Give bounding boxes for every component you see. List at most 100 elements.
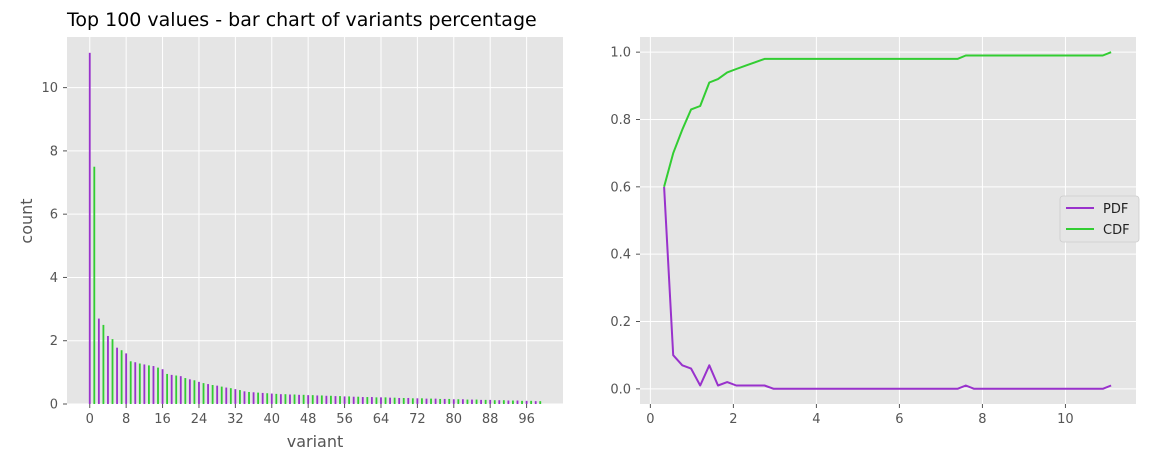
bar [534, 401, 537, 404]
y-tick-label: 0.8 [610, 113, 631, 128]
bar [211, 385, 214, 404]
line-chart-grid [640, 37, 1136, 404]
bar [147, 365, 150, 404]
bar [361, 397, 364, 404]
bar [425, 398, 428, 404]
bar [475, 399, 478, 404]
bar [229, 388, 232, 404]
y-tick-label: 2 [50, 334, 58, 349]
bar [375, 397, 378, 404]
bar [357, 396, 360, 404]
x-tick-label: 24 [191, 412, 208, 427]
bar [198, 381, 200, 404]
bar [97, 318, 100, 404]
line-chart-y-ticks: 0.0 0.2 0.4 0.6 0.8 1.0 [610, 46, 640, 397]
bar [466, 399, 469, 404]
y-tick-label: 0.4 [610, 248, 631, 263]
bar-chart-plot-area [67, 37, 563, 404]
bar [489, 399, 492, 404]
bar [293, 394, 296, 404]
bar [439, 398, 442, 404]
bar [179, 376, 182, 404]
bar [480, 399, 483, 404]
bar [298, 394, 300, 404]
bar [307, 395, 310, 404]
bar [525, 400, 528, 404]
bar-chart-x-ticks: 0 8 16 24 32 40 48 56 64 72 80 88 96 [86, 404, 535, 427]
bar-chart-y-label: count [17, 198, 36, 243]
bar [484, 399, 487, 404]
bar [143, 364, 146, 404]
bar [248, 391, 250, 404]
bar [521, 400, 523, 404]
bar [443, 398, 446, 404]
bar [516, 400, 519, 404]
y-tick-label: 0 [50, 398, 58, 413]
bar [407, 397, 410, 404]
bar [134, 362, 137, 404]
bar-chart: Top 100 values - bar chart of variants p… [17, 9, 563, 451]
bar [539, 401, 542, 404]
bar [434, 398, 437, 404]
bar [430, 398, 432, 404]
x-tick-label: 48 [300, 412, 317, 427]
x-tick-label: 6 [895, 412, 903, 427]
bar-chart-y-ticks: 0 2 4 6 8 10 [41, 81, 67, 413]
bar [207, 384, 209, 404]
bar [225, 387, 228, 404]
bar [370, 397, 373, 404]
bar [125, 353, 128, 404]
line-chart-plot-area [640, 37, 1136, 404]
bar [111, 339, 114, 404]
y-tick-label: 0.6 [610, 180, 631, 195]
bar [129, 361, 132, 404]
y-tick-label: 8 [50, 144, 58, 159]
bar [184, 378, 187, 404]
bar [411, 398, 414, 404]
bar [161, 369, 164, 404]
bar [380, 397, 382, 404]
legend-pdf-label: PDF [1103, 202, 1128, 217]
cdf-line [663, 51, 1112, 188]
x-tick-label: 88 [482, 412, 499, 427]
x-tick-label: 32 [227, 412, 244, 427]
y-tick-label: 10 [41, 81, 58, 96]
bar [257, 392, 260, 404]
bar [493, 400, 496, 404]
bar [421, 398, 423, 404]
bar [498, 400, 501, 404]
bar [452, 399, 455, 404]
bar [202, 383, 205, 404]
x-tick-label: 64 [373, 412, 390, 427]
bar [138, 363, 141, 404]
bar [320, 395, 323, 404]
x-tick-label: 72 [409, 412, 426, 427]
pdf-line [663, 186, 1112, 390]
x-tick-label: 56 [336, 412, 353, 427]
bar [284, 394, 287, 404]
bar [384, 397, 387, 404]
bar [275, 393, 278, 404]
bar [270, 393, 273, 404]
pdf-cdf-line-chart: 0 2 4 6 8 10 0.0 0.2 0.4 0.6 0.8 1.0 PDF CDF [610, 37, 1140, 427]
bar [266, 393, 269, 404]
x-tick-label: 16 [154, 412, 171, 427]
bar [93, 166, 96, 404]
y-tick-label: 4 [50, 271, 58, 286]
x-tick-label: 8 [122, 412, 130, 427]
x-tick-label: 2 [729, 412, 737, 427]
bar-chart-bars [88, 52, 542, 404]
bar [330, 395, 332, 404]
bar [348, 396, 351, 404]
bar [343, 396, 346, 404]
bar [188, 379, 191, 404]
bar [166, 373, 169, 404]
bar [193, 380, 196, 404]
bar [389, 397, 391, 404]
bar [398, 397, 401, 404]
bar [502, 400, 505, 404]
x-tick-label: 4 [812, 412, 820, 427]
bar [88, 52, 91, 404]
x-tick-label: 0 [646, 412, 654, 427]
